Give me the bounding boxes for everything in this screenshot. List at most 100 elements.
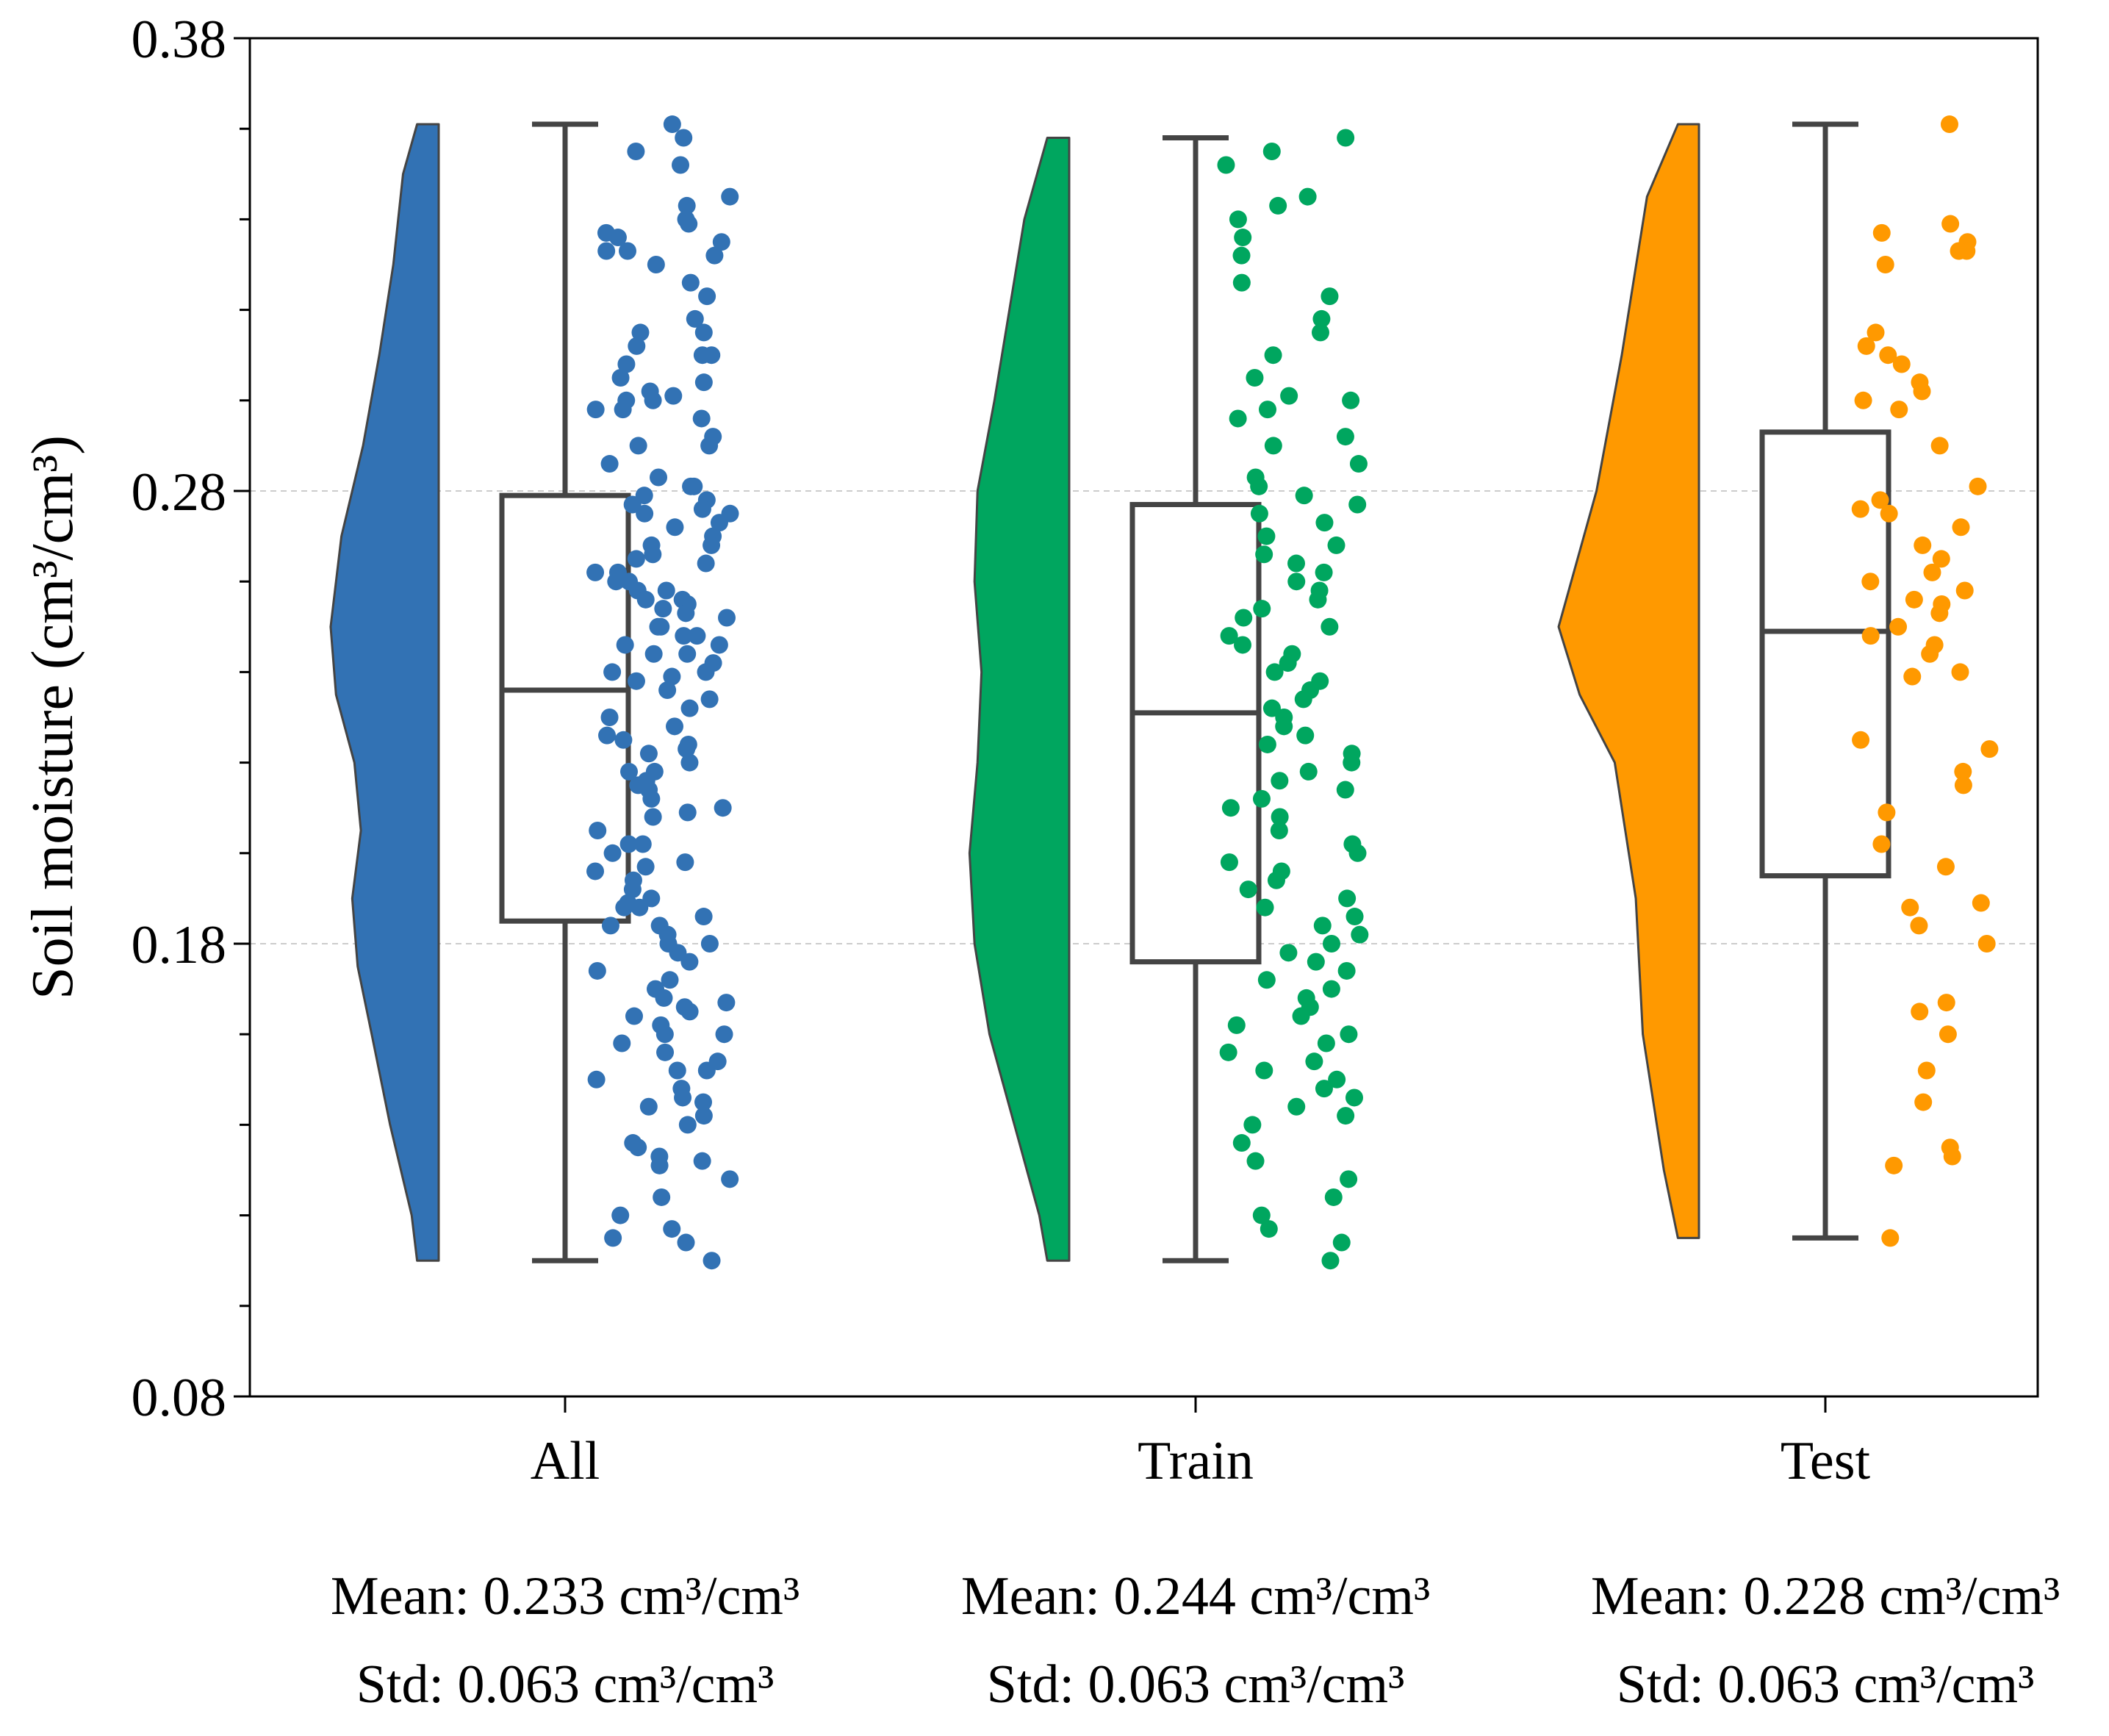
data-point [629,1138,647,1157]
std-text: Std: 0.063 cm³/cm³ [987,1654,1405,1715]
data-point [1321,287,1339,306]
y-tick-label: 0.38 [132,10,227,70]
data-point [678,196,696,215]
data-point [1257,527,1276,545]
violin-test [1557,123,1700,1239]
data-point [1338,889,1357,908]
data-point [654,600,672,618]
data-point [721,504,739,523]
data-point [717,994,736,1012]
data-point [644,545,662,564]
y-tick-label: 0.18 [132,915,227,975]
data-point [623,880,642,899]
data-point [693,1152,711,1170]
data-point [1936,858,1955,876]
data-point [1892,355,1911,373]
data-point [1917,1061,1936,1080]
data-point [721,1170,739,1188]
data-point [1322,980,1340,998]
data-point [639,1097,658,1116]
scatter-points [586,115,1999,1270]
data-point [600,455,619,473]
data-point [1220,627,1238,645]
data-point [1270,822,1288,839]
data-point [700,935,719,953]
data-point [1322,935,1340,953]
data-point [676,853,694,872]
data-point [1232,273,1251,292]
data-point [1250,504,1268,523]
data-point [627,550,645,568]
data-point [668,1061,686,1080]
data-point [1321,617,1339,636]
data-point [1287,554,1306,573]
data-point [680,953,699,971]
data-point [1943,1147,1961,1166]
data-point [1336,781,1354,799]
data-point [678,1116,697,1134]
data-point [698,287,716,306]
data-point [1221,799,1240,817]
y-tick-label: 0.08 [132,1368,227,1428]
data-point [678,803,697,822]
data-point [1854,391,1872,409]
data-point [589,822,607,839]
data-point [1337,1107,1355,1125]
data-point [650,1156,669,1174]
box-iqr [1759,429,1891,879]
data-point [1280,387,1298,405]
data-point [694,1107,713,1125]
data-point [697,554,715,573]
summary-stats: Mean: 0.233 cm³/cm³ Std: 0.063 cm³/cm³ Mea… [331,1566,2060,1715]
data-point [663,667,681,686]
data-point [617,355,636,373]
data-point [629,437,647,455]
data-point [1861,627,1880,645]
data-point [1324,1188,1343,1206]
data-point [1337,961,1356,980]
data-point [1259,401,1277,419]
data-point [680,215,698,233]
data-point [1269,196,1287,215]
data-point [703,346,721,365]
data-point [715,1025,733,1044]
data-point [697,1061,716,1080]
x-tick-label: Test [1781,1431,1871,1491]
data-point [1220,853,1238,872]
data-point [666,717,684,736]
data-point [1340,1170,1358,1188]
data-point [1279,944,1298,962]
data-point [694,373,713,392]
data-point [1264,346,1282,365]
data-point [614,731,633,749]
data-point [1232,246,1251,265]
data-point [1252,1206,1271,1224]
data-point [1911,1002,1929,1021]
y-tick-label: 0.28 [132,462,227,523]
data-point [1923,563,1941,581]
data-point [1257,971,1276,989]
data-point [666,518,684,537]
mean-text: Mean: 0.228 cm³/cm³ [1591,1566,2060,1626]
data-point [1889,617,1908,636]
data-point [710,636,728,654]
data-point [644,808,662,826]
data-point [1264,437,1282,455]
data-point [603,663,622,681]
data-point [1930,604,1949,623]
data-point [586,563,605,581]
data-point [1267,871,1285,889]
data-point [677,1233,695,1252]
data-point [693,500,711,518]
data-point [680,1002,699,1021]
data-point [1872,223,1891,242]
data-point [598,726,617,745]
data-point [1271,772,1289,790]
mean-text: Mean: 0.233 cm³/cm³ [331,1566,800,1626]
data-point [642,789,661,808]
x-tick-label: Train [1138,1431,1254,1491]
data-point [1332,1233,1351,1252]
data-point [1294,690,1312,709]
data-point [657,581,675,600]
data-point [1890,401,1908,419]
